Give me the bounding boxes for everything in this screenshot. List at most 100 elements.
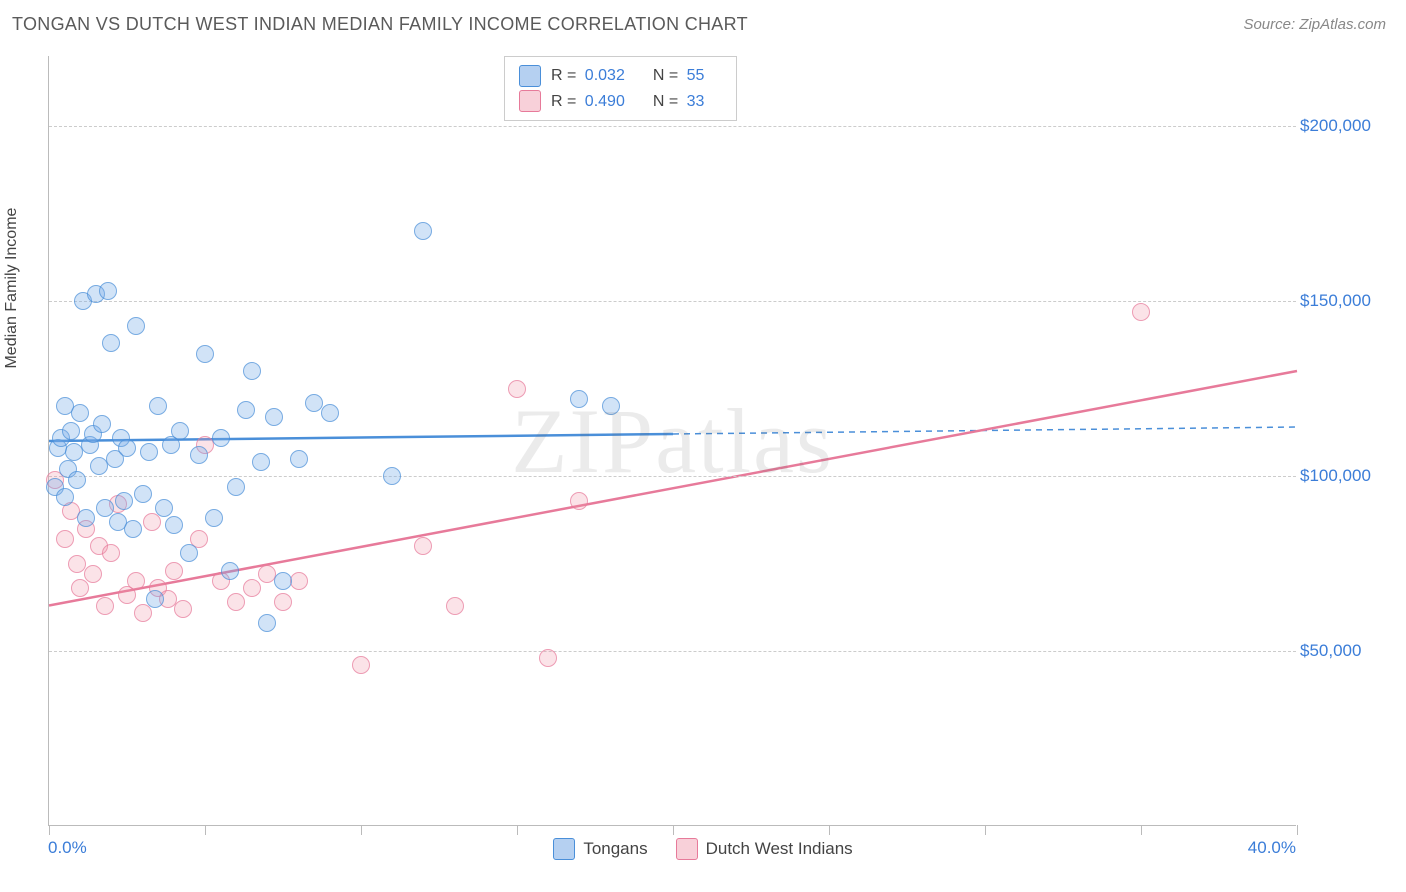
point-dwi — [414, 537, 432, 555]
correlation-legend: R = 0.032 N = 55 R = 0.490 N = 33 — [504, 56, 737, 121]
point-tongan — [602, 397, 620, 415]
point-dwi — [165, 562, 183, 580]
point-dwi — [227, 593, 245, 611]
point-tongan — [237, 401, 255, 419]
x-tick — [1141, 825, 1142, 835]
point-tongan — [99, 282, 117, 300]
point-tongan — [252, 453, 270, 471]
n-label: N = 33 — [653, 89, 723, 115]
x-tick — [361, 825, 362, 835]
swatch-dwi-icon — [676, 838, 698, 860]
point-tongan — [243, 362, 261, 380]
swatch-tongans-icon — [553, 838, 575, 860]
x-tick — [1297, 825, 1298, 835]
gridline — [49, 651, 1296, 652]
x-tick — [829, 825, 830, 835]
point-tongan — [102, 334, 120, 352]
point-dwi — [570, 492, 588, 510]
n-label: N = 55 — [653, 63, 723, 89]
point-tongan — [171, 422, 189, 440]
swatch-tongans — [519, 65, 541, 87]
y-axis-label: Median Family Income — [3, 208, 21, 369]
point-dwi — [143, 513, 161, 531]
point-tongan — [56, 488, 74, 506]
point-dwi — [56, 530, 74, 548]
point-tongan — [149, 397, 167, 415]
r-value-tongans: 0.032 — [585, 67, 625, 84]
legend-item-dwi: Dutch West Indians — [676, 838, 853, 860]
x-tick — [985, 825, 986, 835]
point-tongan — [165, 516, 183, 534]
y-tick-label: $200,000 — [1300, 116, 1371, 136]
point-dwi — [1132, 303, 1150, 321]
legend-item-tongans: Tongans — [553, 838, 647, 860]
point-tongan — [180, 544, 198, 562]
legend-label-tongans: Tongans — [583, 839, 647, 859]
swatch-dwi — [519, 90, 541, 112]
trend-lines — [49, 56, 1296, 825]
point-tongan — [205, 509, 223, 527]
r-label: R = 0.490 — [551, 89, 643, 115]
point-tongan — [68, 471, 86, 489]
n-value-tongans: 55 — [687, 67, 705, 84]
r-value-dwi: 0.490 — [585, 93, 625, 110]
point-tongan — [265, 408, 283, 426]
point-dwi — [290, 572, 308, 590]
point-tongan — [290, 450, 308, 468]
point-tongan — [383, 467, 401, 485]
point-tongan — [321, 404, 339, 422]
point-tongan — [212, 429, 230, 447]
point-tongan — [140, 443, 158, 461]
point-dwi — [127, 572, 145, 590]
legend-row-tongans: R = 0.032 N = 55 — [519, 63, 722, 89]
point-tongan — [570, 390, 588, 408]
point-dwi — [446, 597, 464, 615]
point-tongan — [124, 520, 142, 538]
point-tongan — [77, 509, 95, 527]
point-dwi — [243, 579, 261, 597]
point-tongan — [62, 422, 80, 440]
chart-header: TONGAN VS DUTCH WEST INDIAN MEDIAN FAMIL… — [0, 0, 1406, 48]
point-tongan — [71, 404, 89, 422]
point-tongan — [146, 590, 164, 608]
point-dwi — [102, 544, 120, 562]
gridline — [49, 126, 1296, 127]
point-dwi — [71, 579, 89, 597]
point-dwi — [84, 565, 102, 583]
x-tick — [205, 825, 206, 835]
y-tick-label: $150,000 — [1300, 291, 1371, 311]
point-tongan — [134, 485, 152, 503]
plot-area: ZIPatlas R = 0.032 N = 55 R = 0.490 N = … — [48, 56, 1296, 826]
point-tongan — [155, 499, 173, 517]
point-tongan — [115, 492, 133, 510]
point-tongan — [196, 345, 214, 363]
point-dwi — [174, 600, 192, 618]
point-tongan — [414, 222, 432, 240]
y-tick-label: $50,000 — [1300, 641, 1361, 661]
point-dwi — [539, 649, 557, 667]
series-legend: Tongans Dutch West Indians — [0, 838, 1406, 860]
y-tick-label: $100,000 — [1300, 466, 1371, 486]
legend-row-dwi: R = 0.490 N = 33 — [519, 89, 722, 115]
point-dwi — [134, 604, 152, 622]
chart-title: TONGAN VS DUTCH WEST INDIAN MEDIAN FAMIL… — [12, 14, 748, 35]
point-dwi — [96, 597, 114, 615]
point-tongan — [258, 614, 276, 632]
x-tick — [49, 825, 50, 835]
legend-label-dwi: Dutch West Indians — [706, 839, 853, 859]
point-tongan — [274, 572, 292, 590]
point-dwi — [274, 593, 292, 611]
point-tongan — [221, 562, 239, 580]
chart-source: Source: ZipAtlas.com — [1243, 16, 1386, 33]
r-label: R = 0.032 — [551, 63, 643, 89]
point-dwi — [508, 380, 526, 398]
x-tick — [673, 825, 674, 835]
gridline — [49, 301, 1296, 302]
point-tongan — [127, 317, 145, 335]
point-tongan — [227, 478, 245, 496]
point-tongan — [93, 415, 111, 433]
x-tick — [517, 825, 518, 835]
point-dwi — [352, 656, 370, 674]
point-tongan — [118, 439, 136, 457]
point-tongan — [190, 446, 208, 464]
